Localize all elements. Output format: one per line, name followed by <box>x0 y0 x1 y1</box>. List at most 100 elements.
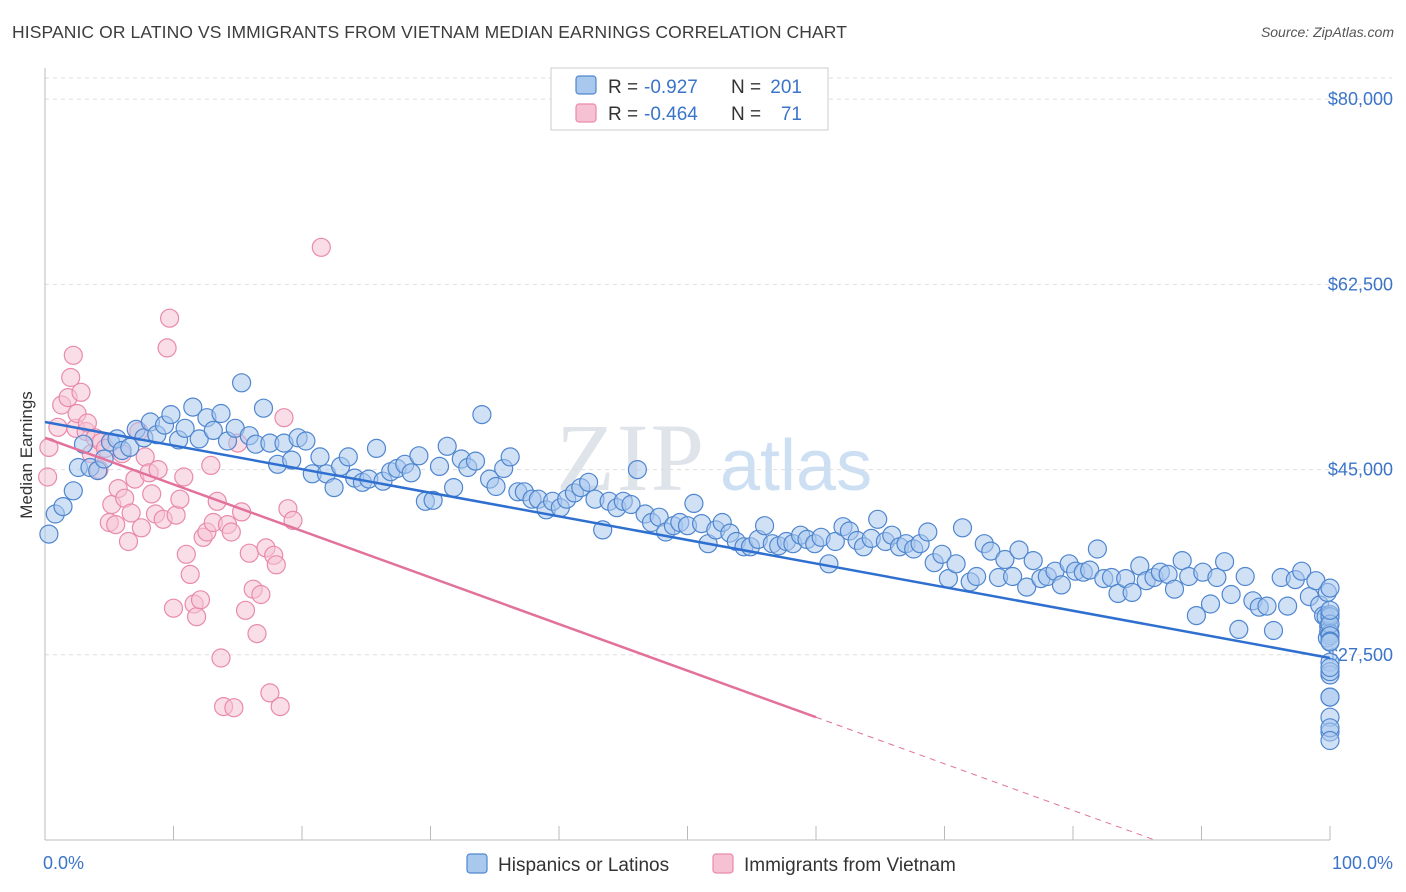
y-tick-labels: $27,500 $45,000 $62,500 $80,000 <box>1328 89 1393 665</box>
hispanic-point <box>684 493 704 513</box>
series-hispanic-points <box>39 373 1340 751</box>
vietnam-point <box>106 514 126 535</box>
hispanic-point <box>465 451 486 471</box>
hispanic-point <box>578 472 599 492</box>
hispanic-point <box>437 436 457 456</box>
hispanic-point <box>338 447 358 467</box>
hispanic-point <box>1164 579 1185 599</box>
hispanic-point <box>1023 550 1043 571</box>
hispanic-point <box>1320 632 1340 652</box>
vietnam-point <box>211 648 231 668</box>
vietnam-point <box>48 417 68 437</box>
vietnam-point <box>176 544 196 564</box>
hispanic-point <box>868 509 888 529</box>
vietnam-point <box>118 531 139 552</box>
hispanic-point <box>486 476 506 497</box>
vietnam-point <box>235 600 256 620</box>
hispanic-point <box>1009 540 1029 560</box>
hispanic-point <box>1214 552 1235 572</box>
x-tick-label: 100.0% <box>1332 853 1393 873</box>
hispanic-point <box>1320 657 1340 678</box>
hispanic-point <box>918 522 938 542</box>
legend-box <box>550 67 829 131</box>
hispanic-point <box>754 516 775 536</box>
legend-r-label: R = <box>608 77 638 98</box>
hispanic-point <box>1207 567 1227 588</box>
legend-n-label: N = <box>731 104 761 125</box>
legend-r-value: -0.927 <box>644 77 698 98</box>
vietnam-point <box>221 522 241 542</box>
hispanic-point <box>282 450 302 470</box>
hispanic-point <box>995 549 1015 570</box>
hispanic-point <box>73 434 94 454</box>
hispanic-point <box>1257 596 1277 616</box>
hispanic-point <box>1320 578 1340 598</box>
vietnam-trend-extension <box>815 716 1155 841</box>
hispanic-point <box>429 456 450 476</box>
vietnam-point <box>131 518 151 538</box>
legend-n-value: 201 <box>770 77 802 98</box>
legend-n-value: 71 <box>781 104 802 125</box>
trend-lines <box>44 420 1331 841</box>
hispanic-point <box>324 478 344 498</box>
hispanic-point <box>310 447 330 467</box>
hispanic-point <box>621 494 641 515</box>
vietnam-point <box>311 237 331 257</box>
hispanic-point <box>1080 560 1100 580</box>
hispanic-point <box>1087 539 1108 559</box>
hispanic-point <box>63 481 83 501</box>
hispanic-point <box>966 566 987 587</box>
y-tick-label: $80,000 <box>1328 89 1393 109</box>
hispanic-point <box>53 497 73 517</box>
vietnam-point <box>163 598 184 618</box>
hispanic-point <box>296 431 316 451</box>
vietnam-point <box>239 543 259 563</box>
hispanic-point <box>366 438 387 458</box>
vietnam-point <box>77 413 98 433</box>
hispanic-point <box>401 463 421 483</box>
y-tick-label: $62,500 <box>1328 274 1393 294</box>
hispanic-point <box>1172 550 1192 571</box>
hispanic-point <box>161 405 181 425</box>
hispanic-point <box>472 405 492 425</box>
series-vietnam-points <box>37 237 331 718</box>
vietnam-point <box>260 683 280 703</box>
vietnam-point <box>266 555 286 575</box>
hispanic-point <box>825 531 845 552</box>
y-tick-label: $27,500 <box>1328 645 1393 665</box>
vietnam-point <box>224 698 244 718</box>
hispanic-point <box>981 541 1001 561</box>
legend-r-value: -0.464 <box>644 104 698 125</box>
chart-title: HISPANIC OR LATINO VS IMMIGRANTS FROM VI… <box>12 22 848 42</box>
hispanic-point <box>423 490 443 510</box>
hispanic-point <box>444 478 464 498</box>
hispanic-point <box>627 460 648 480</box>
legend-swatch-pink <box>575 103 597 123</box>
hispanic-point <box>952 518 973 538</box>
vietnam-point <box>170 489 190 509</box>
hispanic-point <box>203 420 223 440</box>
hispanic-point <box>1277 596 1298 616</box>
y-tick-label: $45,000 <box>1328 460 1393 480</box>
vietnam-point <box>121 503 141 523</box>
watermark-atlas: atlas <box>720 426 872 506</box>
hispanic-point <box>932 544 952 564</box>
legend-n-label: N = <box>731 77 761 98</box>
hispanic-point <box>1017 577 1037 597</box>
legend-label-hispanic: Hispanics or Latinos <box>498 855 669 876</box>
hispanic-point <box>232 373 252 393</box>
x-tick-labels: 0.0% 100.0% <box>43 853 1393 873</box>
vietnam-point <box>251 584 271 605</box>
hispanic-point <box>183 397 203 417</box>
vietnam-point <box>37 467 58 487</box>
legend-swatch-vietnam <box>712 853 734 874</box>
vietnam-point <box>190 590 211 610</box>
hispanic-point <box>1002 566 1023 587</box>
hispanic-point <box>500 447 520 467</box>
hispanic-point <box>211 403 231 424</box>
vietnam-point <box>142 484 162 504</box>
hispanic-point <box>1263 620 1284 641</box>
hispanic-point <box>189 429 209 449</box>
hispanic-point <box>409 446 429 466</box>
